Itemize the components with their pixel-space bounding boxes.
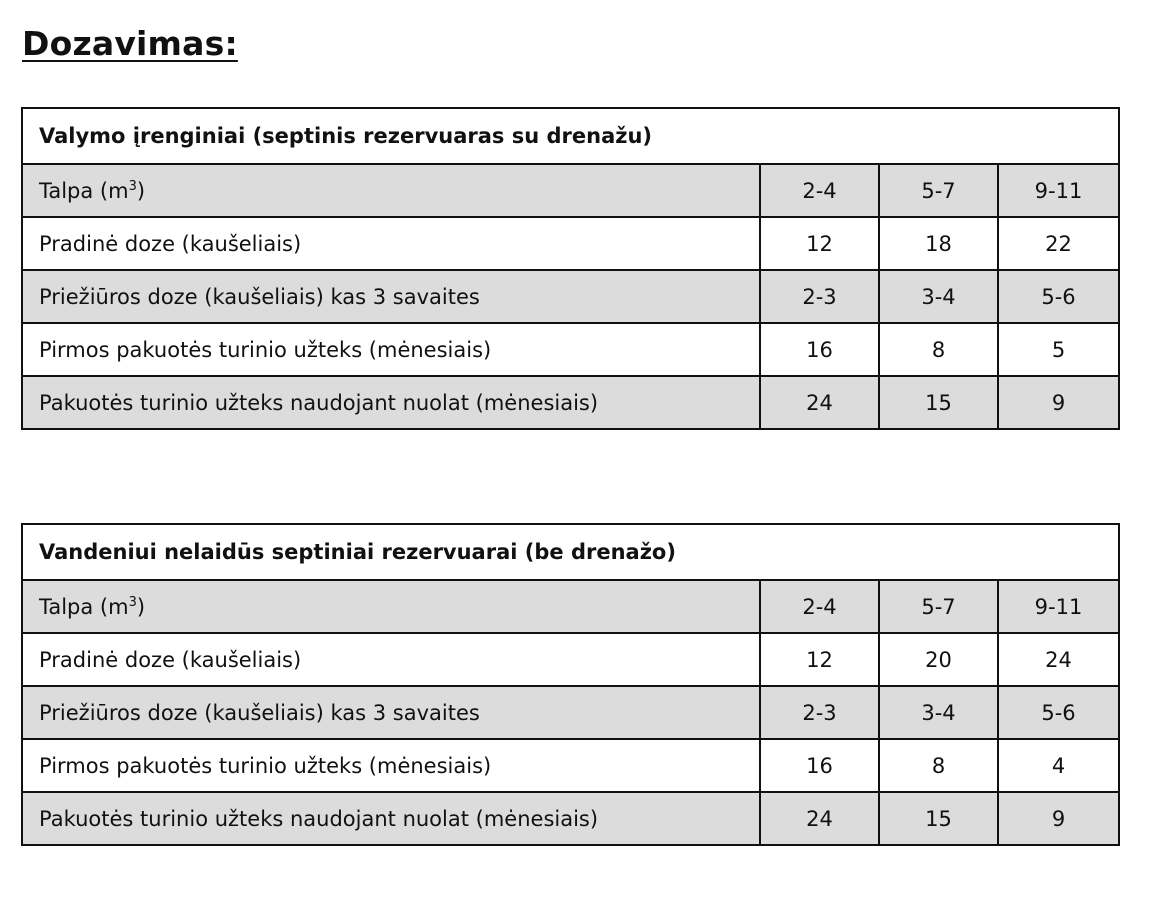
table-row: Pakuotės turinio užteks naudojant nuolat… xyxy=(21,375,1121,430)
table-row: Pirmos pakuotės turinio užteks (mėnesiai… xyxy=(21,322,1121,377)
row-value: 3-4 xyxy=(878,685,999,740)
table-header-row: Talpa (m3) 2-4 5-7 9-11 xyxy=(21,579,1121,634)
row-value: 20 xyxy=(878,632,999,687)
table-header-row: Talpa (m3) 2-4 5-7 9-11 xyxy=(21,163,1121,218)
row-label: Priežiūros doze (kaušeliais) kas 3 savai… xyxy=(21,269,761,324)
row-value: 8 xyxy=(878,738,999,793)
capacity-value: 2-4 xyxy=(759,579,880,634)
row-value: 8 xyxy=(878,322,999,377)
table-row: Pirmos pakuotės turinio užteks (mėnesiai… xyxy=(21,738,1121,793)
dosage-table-sealed: Vandeniui nelaidūs septiniai rezervuarai… xyxy=(20,523,1121,846)
row-label: Pakuotės turinio užteks naudojant nuolat… xyxy=(21,375,761,430)
row-value: 24 xyxy=(759,375,880,430)
row-label: Pirmos pakuotės turinio užteks (mėnesiai… xyxy=(21,322,761,377)
row-value: 5-6 xyxy=(996,685,1121,740)
capacity-label: Talpa (m3) xyxy=(21,579,761,634)
row-value: 4 xyxy=(996,738,1121,793)
table-row: Priežiūros doze (kaušeliais) kas 3 savai… xyxy=(21,269,1121,324)
row-value: 18 xyxy=(878,216,999,271)
table-caption: Valymo įrenginiai (septinis rezervuaras … xyxy=(20,107,1121,165)
row-value: 15 xyxy=(878,791,999,846)
page-title: Dozavimas: xyxy=(22,24,238,63)
table-row: Pradinė doze (kaušeliais) 12 18 22 xyxy=(21,216,1121,271)
row-value: 9 xyxy=(996,375,1121,430)
row-value: 16 xyxy=(759,738,880,793)
row-label: Priežiūros doze (kaušeliais) kas 3 savai… xyxy=(21,685,761,740)
row-value: 16 xyxy=(759,322,880,377)
row-value: 24 xyxy=(759,791,880,846)
table-row: Pradinė doze (kaušeliais) 12 20 24 xyxy=(21,632,1121,687)
table-caption: Vandeniui nelaidūs septiniai rezervuarai… xyxy=(20,523,1121,581)
row-value: 2-3 xyxy=(759,685,880,740)
table-row: Pakuotės turinio užteks naudojant nuolat… xyxy=(21,791,1121,846)
capacity-value: 5-7 xyxy=(878,163,999,218)
row-label: Pradinė doze (kaušeliais) xyxy=(21,216,761,271)
row-label: Pradinė doze (kaušeliais) xyxy=(21,632,761,687)
dosage-table-drainage: Valymo įrenginiai (septinis rezervuaras … xyxy=(20,107,1121,430)
row-value: 2-3 xyxy=(759,269,880,324)
row-value: 5-6 xyxy=(996,269,1121,324)
capacity-value: 2-4 xyxy=(759,163,880,218)
row-value: 12 xyxy=(759,632,880,687)
row-value: 15 xyxy=(878,375,999,430)
row-value: 12 xyxy=(759,216,880,271)
row-value: 22 xyxy=(996,216,1121,271)
capacity-value: 5-7 xyxy=(878,579,999,634)
row-value: 9 xyxy=(996,791,1121,846)
row-value: 5 xyxy=(996,322,1121,377)
capacity-value: 9-11 xyxy=(996,163,1121,218)
row-label: Pakuotės turinio užteks naudojant nuolat… xyxy=(21,791,761,846)
row-value: 24 xyxy=(996,632,1121,687)
table-caption-row: Valymo įrenginiai (septinis rezervuaras … xyxy=(20,107,1121,165)
capacity-label: Talpa (m3) xyxy=(21,163,761,218)
capacity-value: 9-11 xyxy=(996,579,1121,634)
row-label: Pirmos pakuotės turinio užteks (mėnesiai… xyxy=(21,738,761,793)
table-caption-row: Vandeniui nelaidūs septiniai rezervuarai… xyxy=(20,523,1121,581)
row-value: 3-4 xyxy=(878,269,999,324)
table-row: Priežiūros doze (kaušeliais) kas 3 savai… xyxy=(21,685,1121,740)
